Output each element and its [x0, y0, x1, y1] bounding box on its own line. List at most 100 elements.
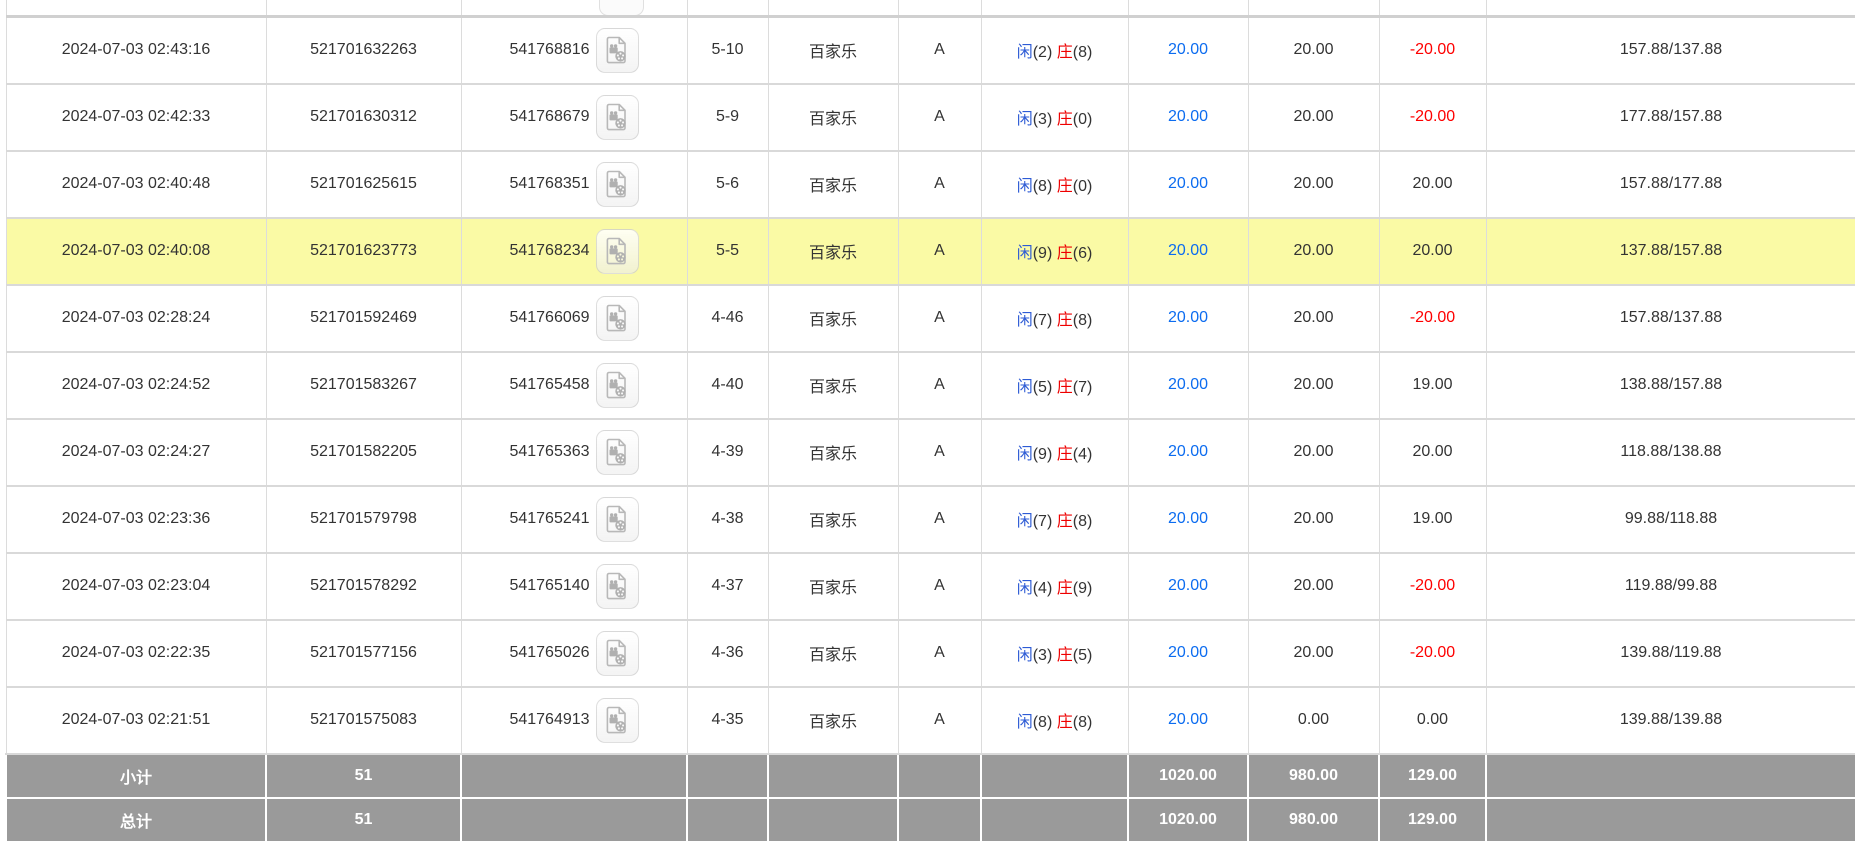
total-valid-amount-cell: 980.00: [1247, 796, 1380, 843]
bet-amount-link[interactable]: 20.00: [1167, 644, 1209, 661]
partial-cell: [1127, 0, 1249, 18]
table-name-cell: A: [897, 150, 982, 219]
video-replay-button[interactable]: [595, 429, 639, 475]
bet-amount-link[interactable]: 20.00: [1167, 175, 1209, 192]
bet-amount-cell: 20.00: [1127, 83, 1249, 152]
video-replay-button[interactable]: [595, 563, 639, 609]
bet-time-cell: 2024-07-03 02:22:35: [5, 619, 267, 688]
video-file-icon: [606, 438, 626, 466]
total-win-loss-cell: 129.00: [1378, 796, 1487, 843]
table-row[interactable]: 2024-07-03 02:24:52 521701583267 541765458…: [5, 351, 1855, 420]
bet-amount-link[interactable]: 20.00: [1167, 443, 1209, 460]
balance-cell: 177.88/157.88: [1485, 83, 1855, 152]
video-replay-button-partial[interactable]: [598, 0, 644, 14]
table-row[interactable]: 2024-07-03 02:23:36 521701579798 541765241…: [5, 485, 1855, 554]
total-row: 总计 51 1020.00 980.00 129.00: [5, 796, 1855, 843]
round-id-cell: 541765140: [460, 552, 688, 621]
table-row-highlighted[interactable]: 2024-07-03 02:40:08 521701623773 541768234…: [5, 217, 1855, 286]
partial-cell: [1485, 0, 1855, 18]
table-row[interactable]: 2024-07-03 02:43:16 521701632263 541768816…: [5, 16, 1855, 85]
table-row[interactable]: 2024-07-03 02:24:27 521701582205 541765363…: [5, 418, 1855, 487]
bet-amount-link[interactable]: 20.00: [1167, 711, 1209, 728]
bet-count-cell: 51: [265, 752, 462, 799]
player-label: 闲: [1016, 513, 1033, 530]
bet-amount-link[interactable]: 20.00: [1167, 41, 1209, 59]
banker-points: (0): [1072, 111, 1093, 128]
bet-amount-link[interactable]: 20.00: [1167, 242, 1209, 259]
game-type-cell: 百家乐: [767, 351, 899, 420]
table-name-cell: A: [897, 284, 982, 353]
video-replay-button[interactable]: [595, 27, 639, 73]
round-id-cell: 541765363: [460, 418, 688, 487]
round-id-text: 541764913: [509, 711, 590, 728]
video-replay-button[interactable]: [595, 161, 639, 207]
round-id-text: 541765363: [509, 443, 590, 460]
banker-points: (6): [1072, 245, 1093, 262]
player-points: (9): [1032, 245, 1057, 262]
player-points: (2): [1032, 44, 1057, 62]
empty-cell: [897, 796, 982, 843]
result-cell: 闲(5) 庄(7): [980, 351, 1129, 420]
empty-cell: [686, 796, 769, 843]
round-id-group: 541765026: [462, 630, 686, 676]
video-replay-button[interactable]: [595, 362, 639, 408]
bet-amount-cell: 20.00: [1127, 485, 1249, 554]
round-id-text: 541768816: [509, 41, 590, 59]
balance-cell: 118.88/138.88: [1485, 418, 1855, 487]
player-points: (8): [1032, 714, 1057, 731]
table-row[interactable]: 2024-07-03 02:42:33 521701630312 541768679…: [5, 83, 1855, 152]
bet-amount-link[interactable]: 20.00: [1167, 309, 1209, 326]
table-row[interactable]: 2024-07-03 02:28:24 521701592469 541766069…: [5, 284, 1855, 353]
partial-cell: [897, 0, 982, 18]
table-name-cell: A: [897, 619, 982, 688]
win-loss-cell: 20.00: [1378, 150, 1487, 219]
result-cell: 闲(9) 庄(6): [980, 217, 1129, 286]
round-number-cell: 5-6: [686, 150, 769, 219]
banker-label: 庄: [1056, 44, 1073, 62]
video-replay-button[interactable]: [595, 228, 639, 274]
round-id-cell: 541765026: [460, 619, 688, 688]
result-cell: 闲(7) 庄(8): [980, 284, 1129, 353]
table-body: 2024-07-03 02:43:16 521701632263 541768816…: [5, 0, 1855, 843]
bet-amount-link[interactable]: 20.00: [1167, 108, 1209, 125]
bet-amount-link[interactable]: 20.00: [1167, 376, 1209, 393]
round-number-cell: 4-40: [686, 351, 769, 420]
video-replay-button[interactable]: [595, 295, 639, 341]
player-label: 闲: [1016, 44, 1033, 62]
empty-cell: [767, 752, 899, 799]
table-row[interactable]: 2024-07-03 02:23:04 521701578292 541765140…: [5, 552, 1855, 621]
video-replay-button[interactable]: [595, 697, 639, 743]
partial-cell: [686, 0, 769, 18]
banker-points: (7): [1072, 379, 1093, 396]
bet-amount-link[interactable]: 20.00: [1167, 510, 1209, 527]
video-replay-button[interactable]: [595, 630, 639, 676]
valid-amount-cell: 20.00: [1247, 351, 1380, 420]
banker-label: 庄: [1056, 446, 1073, 463]
bet-time-cell: 2024-07-03 02:28:24: [5, 284, 267, 353]
bet-time-cell: 2024-07-03 02:24:52: [5, 351, 267, 420]
win-loss-cell: -20.00: [1378, 16, 1487, 85]
result-cell: 闲(2) 庄(8): [980, 16, 1129, 85]
table-name-cell: A: [897, 351, 982, 420]
table-row[interactable]: 2024-07-03 02:21:51 521701575083 541764913…: [5, 686, 1855, 755]
video-replay-button[interactable]: [595, 94, 639, 140]
bet-amount-cell: 20.00: [1127, 150, 1249, 219]
round-id-group: 541768351: [462, 161, 686, 207]
bet-amount-link[interactable]: 20.00: [1167, 577, 1209, 594]
table-name-cell: A: [897, 16, 982, 85]
video-file-icon: [606, 505, 626, 533]
round-id-cell: 541768679: [460, 83, 688, 152]
balance-cell: 137.88/157.88: [1485, 217, 1855, 286]
partial-cell: [767, 0, 899, 18]
table-row[interactable]: 2024-07-03 02:22:35 521701577156 541765026…: [5, 619, 1855, 688]
result-cell: 闲(9) 庄(4): [980, 418, 1129, 487]
banker-points: (0): [1072, 178, 1093, 195]
table-row[interactable]: 2024-07-03 02:40:48 521701625615 541768351…: [5, 150, 1855, 219]
total-valid-amount-cell: 980.00: [1247, 752, 1380, 799]
banker-label: 庄: [1056, 178, 1073, 195]
game-type-cell: 百家乐: [767, 150, 899, 219]
video-replay-button[interactable]: [595, 496, 639, 542]
win-loss-cell: -20.00: [1378, 619, 1487, 688]
round-id-text: 541765458: [509, 376, 590, 393]
balance-cell: 139.88/119.88: [1485, 619, 1855, 688]
